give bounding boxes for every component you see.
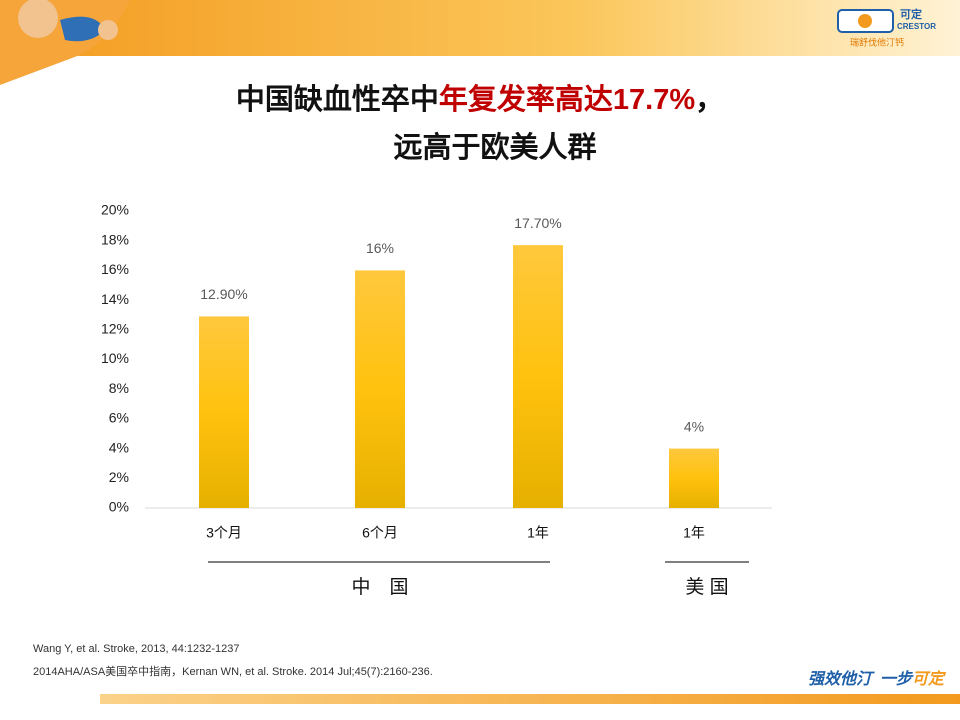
- logo-name: 可定: [900, 7, 922, 21]
- hero-fist: [98, 20, 118, 40]
- y-tick-label: 4%: [109, 439, 129, 455]
- bar: [355, 270, 405, 508]
- y-tick-label: 18%: [101, 231, 129, 247]
- y-tick-label: 8%: [109, 380, 129, 396]
- hero-head: [18, 0, 58, 38]
- header-band: [0, 0, 960, 56]
- y-tick-label: 12%: [101, 321, 129, 337]
- value-label: 16%: [366, 240, 394, 256]
- logo-generic: 瑞舒伐他汀钙: [850, 36, 904, 47]
- y-tick-label: 2%: [109, 469, 129, 485]
- footer-band: [100, 694, 960, 704]
- logo-dot: [858, 14, 872, 28]
- x-tick-label: 1年: [527, 525, 549, 541]
- reference: 2014AHA/ASA美国卒中指南，Kernan WN, et al. Stro…: [33, 666, 433, 678]
- title-part: 中国缺血性卒中: [235, 84, 439, 116]
- slogan-part: 可定: [912, 670, 946, 688]
- x-tick-label: 1年: [683, 525, 705, 541]
- bar: [669, 448, 719, 508]
- reference: Wang Y, et al. Stroke, 2013, 44:1232-123…: [33, 643, 240, 655]
- logo-brand: CRESTOR: [897, 22, 936, 31]
- title-line-2: 远高于欧美人群: [393, 132, 597, 164]
- value-label: 17.70%: [514, 215, 561, 231]
- value-label: 4%: [684, 418, 704, 434]
- title-part: ，: [695, 84, 725, 116]
- y-tick-label: 10%: [101, 350, 129, 366]
- y-tick-label: 14%: [101, 291, 129, 307]
- x-tick-label: 6个月: [362, 525, 398, 541]
- group-label: 美 国: [685, 576, 728, 598]
- x-tick-label: 3个月: [206, 525, 242, 541]
- hero-arm: [60, 16, 105, 42]
- y-tick-label: 16%: [101, 261, 129, 277]
- y-tick-label: 0%: [109, 499, 129, 515]
- slogan: 强效他汀 一步可定: [808, 670, 946, 688]
- slogan-part: 一步: [880, 670, 914, 688]
- title-highlight: 年复发率高达17.7%: [438, 84, 696, 116]
- value-label: 12.90%: [200, 286, 247, 302]
- y-tick-label: 20%: [101, 202, 129, 218]
- y-tick-label: 6%: [109, 410, 129, 426]
- bar: [513, 245, 563, 508]
- slogan-part: 强效他汀: [808, 670, 875, 688]
- bar: [199, 316, 249, 508]
- title-line-1: 中国缺血性卒中年复发率高达17.7%，: [0, 76, 960, 118]
- group-label: 中 国: [351, 576, 408, 598]
